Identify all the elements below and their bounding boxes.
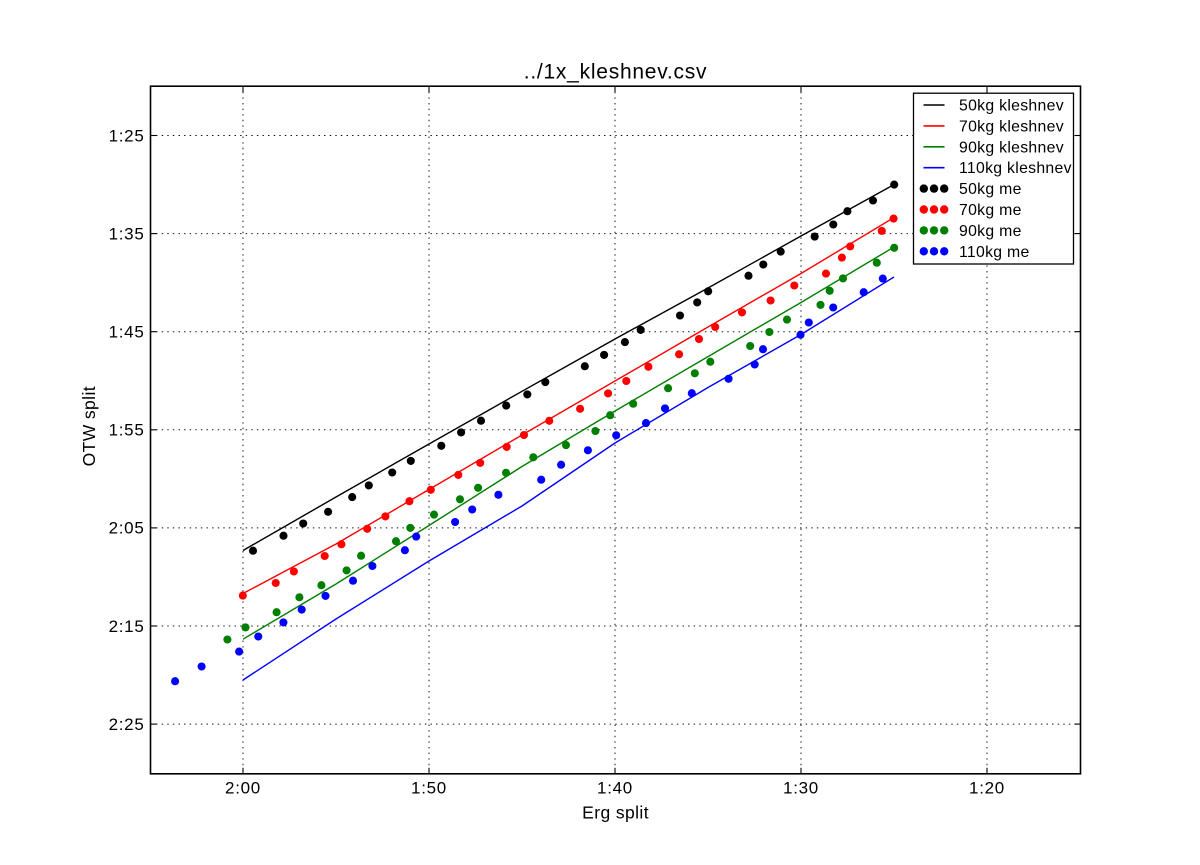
svg-text:OTW split: OTW split	[79, 386, 99, 466]
svg-text:1:50: 1:50	[411, 779, 447, 798]
svg-text:1:20: 1:20	[969, 779, 1005, 798]
svg-text:2:15: 2:15	[109, 617, 145, 636]
svg-text:90kg me: 90kg me	[959, 223, 1022, 240]
svg-text:90kg kleshnev: 90kg kleshnev	[959, 139, 1064, 156]
svg-text:70kg me: 70kg me	[959, 202, 1022, 219]
svg-text:1:25: 1:25	[109, 126, 145, 145]
svg-text:2:05: 2:05	[109, 519, 145, 538]
svg-text:Erg split: Erg split	[582, 803, 649, 823]
svg-text:2:00: 2:00	[225, 779, 261, 798]
svg-text:1:40: 1:40	[597, 779, 633, 798]
svg-text:1:35: 1:35	[109, 224, 145, 243]
svg-text:1:30: 1:30	[783, 779, 819, 798]
svg-text:110kg me: 110kg me	[959, 244, 1030, 261]
svg-text:2:25: 2:25	[109, 715, 145, 734]
svg-text:50kg kleshnev: 50kg kleshnev	[959, 98, 1064, 115]
svg-text:70kg kleshnev: 70kg kleshnev	[959, 118, 1064, 135]
svg-text:1:55: 1:55	[109, 421, 145, 440]
svg-text:50kg me: 50kg me	[959, 181, 1022, 198]
svg-text:1:45: 1:45	[109, 323, 145, 342]
svg-text:../1x_kleshnev.csv: ../1x_kleshnev.csv	[524, 61, 708, 84]
svg-text:110kg kleshnev: 110kg kleshnev	[959, 160, 1072, 177]
